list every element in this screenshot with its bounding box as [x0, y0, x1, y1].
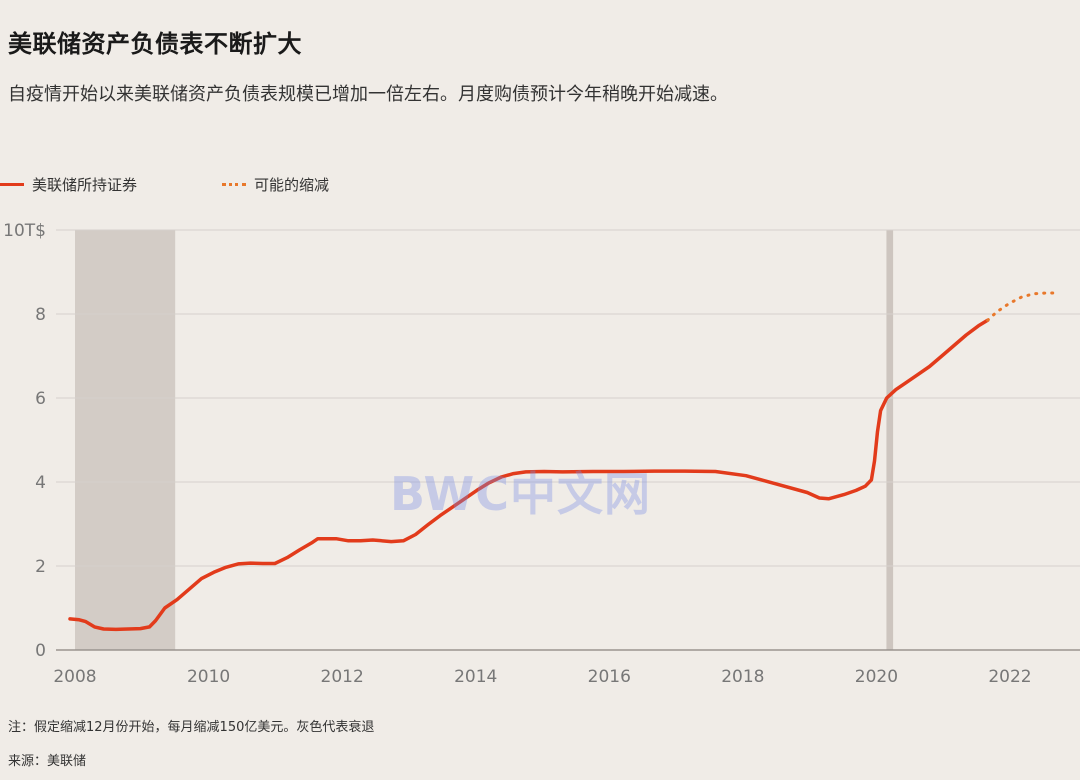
y-tick-label: 8 — [35, 305, 46, 325]
source-note: 来源：美联储 — [8, 754, 87, 769]
x-tick-label: 2020 — [855, 667, 898, 687]
y-tick-label: 2 — [35, 557, 46, 577]
grid-lines — [56, 229, 1080, 651]
x-tick-label: 2016 — [588, 667, 631, 687]
legend-swatch-dotted — [222, 183, 246, 186]
y-tick-label: 0 — [35, 641, 46, 661]
series-line-taper — [986, 291, 1060, 322]
legend-swatch-solid — [0, 183, 24, 186]
legend-label-taper: 可能的缩减 — [254, 176, 330, 194]
footnote: 注：假定缩减12月份开始，每月缩减150亿美元。灰色代表衰退 — [8, 720, 375, 735]
x-tick-label: 2022 — [988, 667, 1031, 687]
watermark: BWC中文网 — [390, 467, 652, 521]
x-tick-label: 2010 — [187, 667, 230, 687]
legend-item-holdings: 美联储所持证券 — [0, 174, 137, 195]
x-tick-label: 2008 — [53, 667, 96, 687]
x-tick-label: 2012 — [321, 667, 364, 687]
y-tick-label: 4 — [35, 473, 46, 493]
axes: 0 2 4 6 8 10T$ 2008 2010 2012 2014 2016 2018 2020 202… — [3, 221, 1031, 687]
series-lines — [68, 291, 1060, 632]
x-tick-label: 2018 — [721, 667, 764, 687]
recession-band — [75, 230, 176, 650]
y-tick-label: 10T$ — [3, 221, 46, 241]
recession-band — [886, 230, 894, 650]
recession-shading — [75, 230, 894, 650]
y-tick-label: 6 — [35, 389, 46, 409]
x-tick-label: 2014 — [454, 667, 497, 687]
chart-title: 美联储资产负债表不断扩大 — [8, 30, 302, 58]
legend-item-taper: 可能的缩减 — [222, 174, 329, 195]
legend-label-holdings: 美联储所持证券 — [32, 176, 138, 194]
series-line-holdings — [68, 318, 990, 632]
chart-subtitle: 自疫情开始以来美联储资产负债表规模已增加一倍左右。月度购债预计今年稍晚开始减速。 — [8, 84, 728, 105]
